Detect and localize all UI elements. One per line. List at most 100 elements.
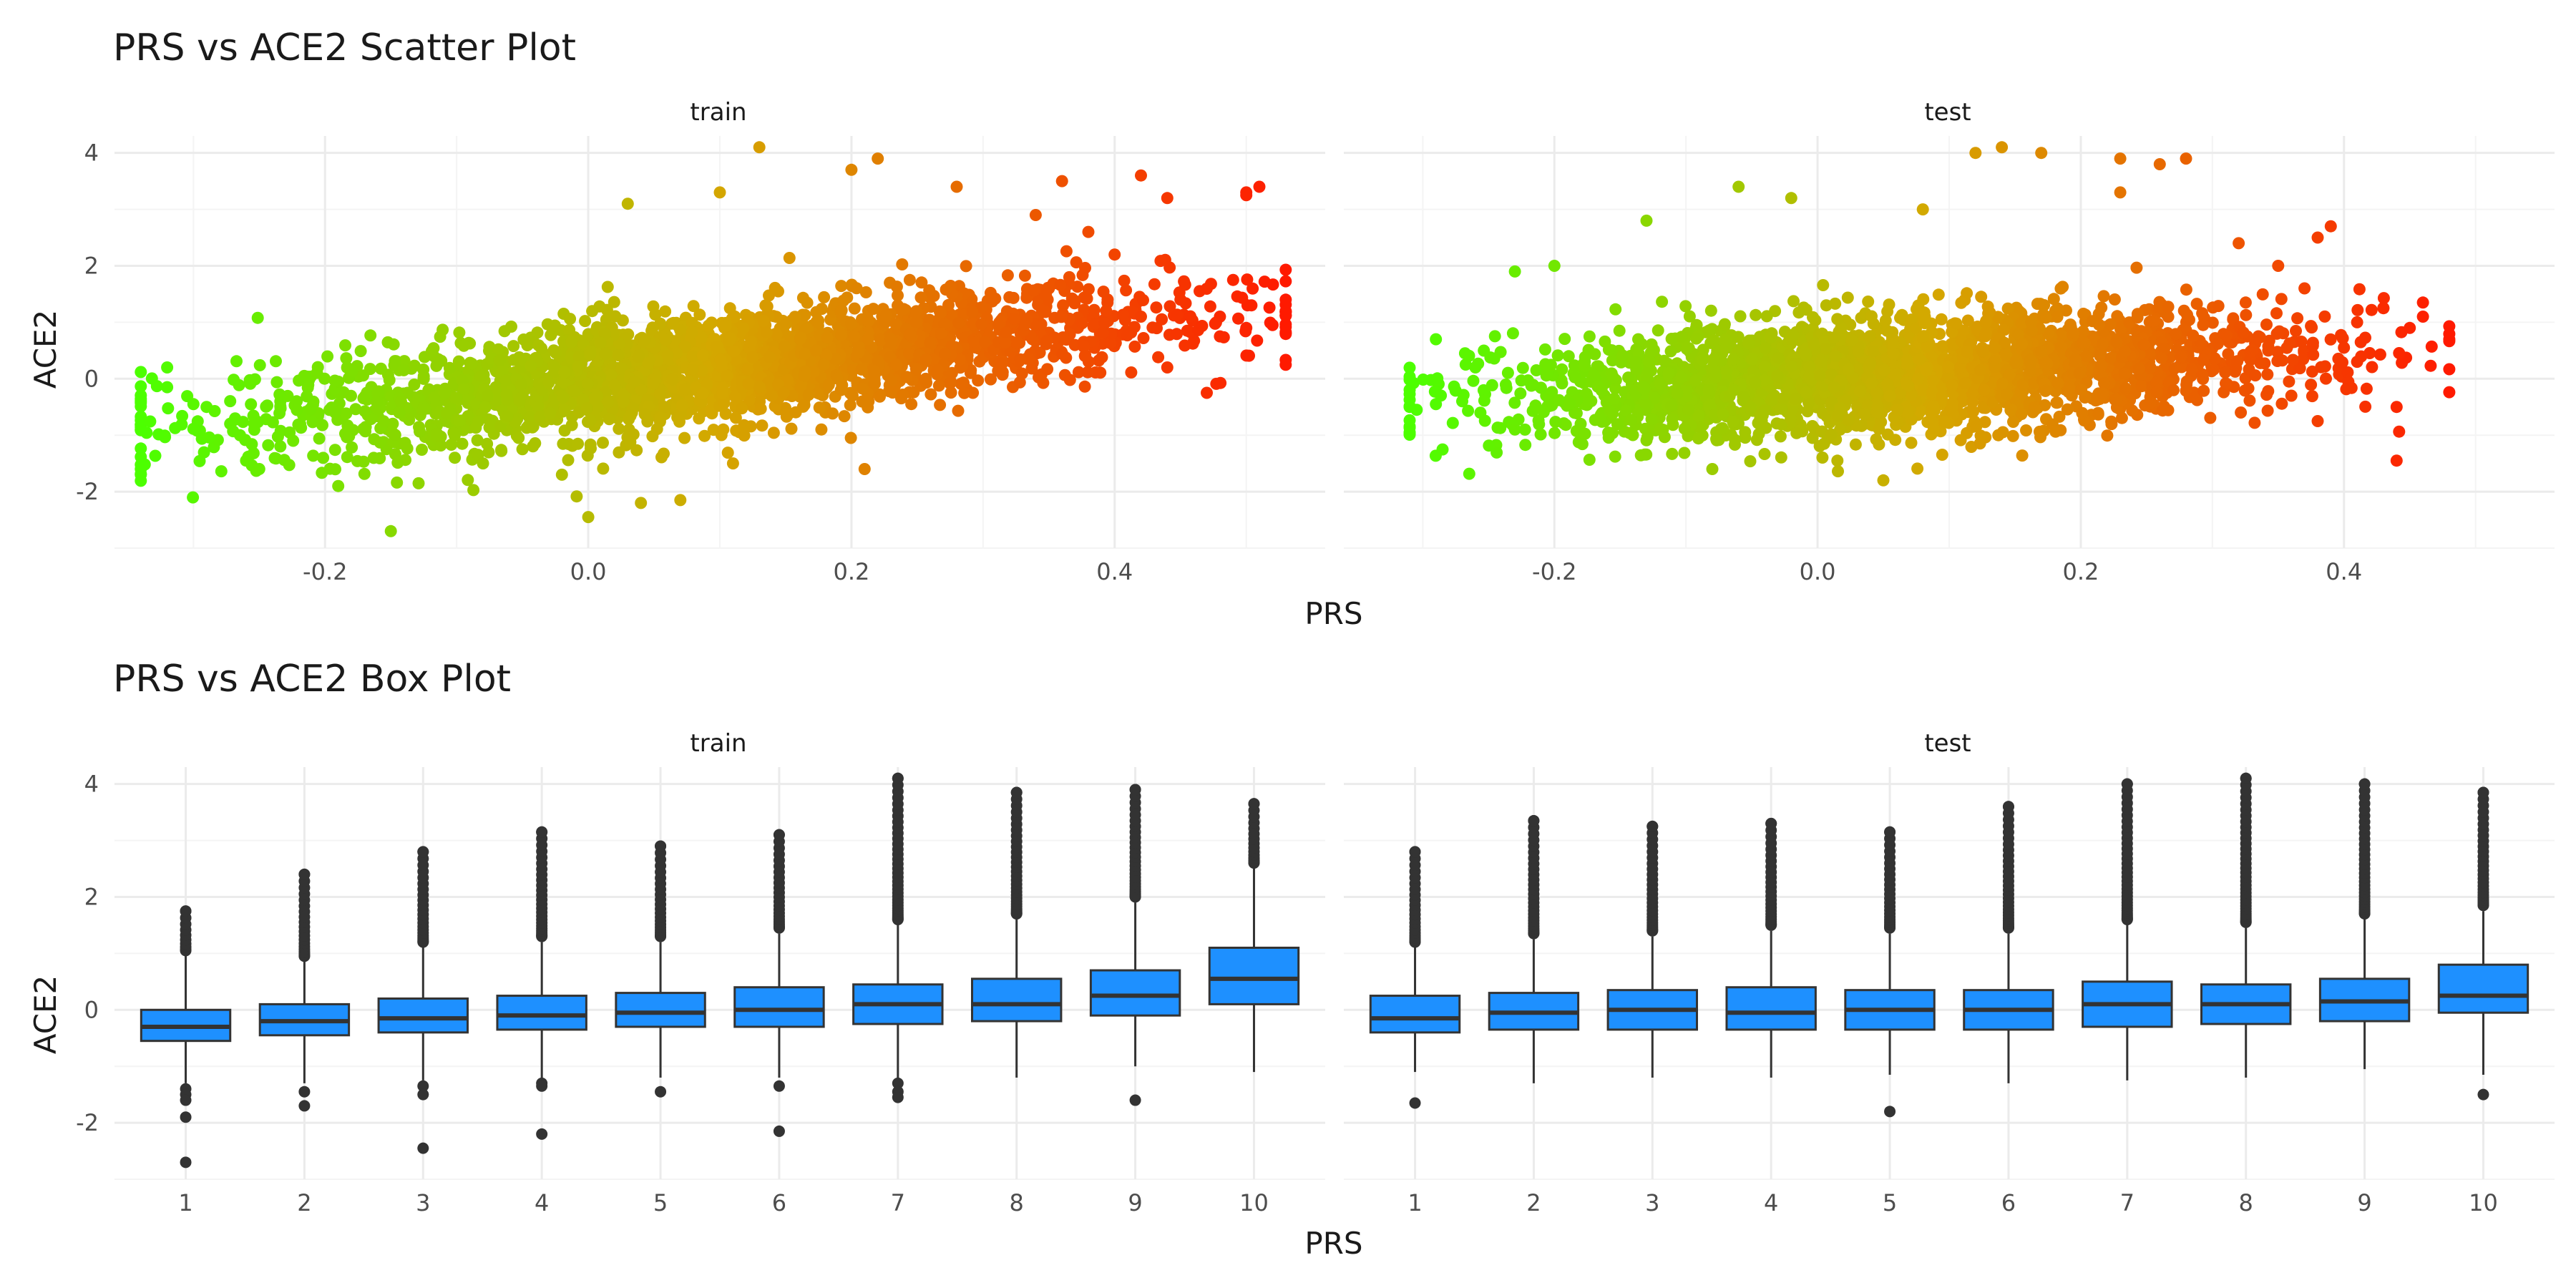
scatter-point [1467,374,1480,387]
scatter-point [2318,310,2331,323]
scatter-point [957,376,970,389]
scatter-point [526,421,539,434]
scatter-point [389,429,401,441]
scatter-point [798,369,811,382]
scatter-point [810,306,823,318]
scatter-point [1245,299,1258,312]
scatter-point [2092,406,2104,419]
scatter-point [2275,293,2288,306]
scatter-point [1200,283,1213,295]
scatter-point [789,311,801,323]
scatter-point [2249,369,2262,382]
scatter-point [923,284,936,297]
scatter-point [1817,279,1830,291]
scatter-point [1279,263,1292,276]
scatter-point [601,396,614,409]
scatter-point [1279,326,1292,338]
scatter-point [274,402,287,415]
scatter-point [550,346,562,359]
scatter-point [924,336,937,349]
scatter-point [1150,301,1163,314]
scatter-point [1040,288,1053,301]
scatter-point [717,423,730,436]
scatter-point [144,415,157,428]
scatter-point [2162,301,2175,313]
scatter-point [316,467,328,479]
scatter-point [757,314,770,327]
scatter-point [835,280,848,293]
scatter-point [1232,312,1244,325]
scatter-point [884,332,897,345]
scatter-point [501,410,514,423]
scatter-point [467,484,480,497]
scatter-point [915,276,928,289]
scatter-point [2306,390,2318,403]
scatter-point [135,442,147,455]
scatter-point [1831,313,1844,326]
scatter-point [966,306,979,318]
scatter-point [1640,434,1653,447]
scatter-point [313,432,326,445]
scatter-point [1226,273,1239,286]
scatter-point [904,328,917,341]
scatter-point [456,437,469,450]
scatter-point [2351,303,2364,316]
scatter-point [2291,312,2304,325]
scatter-point [386,417,399,430]
scatter-point [1558,333,1571,346]
scatter-point [1135,169,1147,182]
scatter-point [328,406,341,419]
scatter-point [1088,303,1101,316]
scatter-point [1446,416,1459,429]
scatter-point [1072,366,1085,379]
scatter-point [2262,340,2275,353]
scatter-point [2051,311,2064,323]
scatter-point [2393,347,2406,359]
scatter-point [240,454,253,467]
scatter-point [389,355,401,368]
scatter-point [867,303,879,316]
scatter-point [564,313,577,326]
scatter-point [2187,329,2200,342]
scatter-point [408,379,421,391]
scatter-point [872,152,884,165]
scatter-point [2305,379,2318,391]
scatter-point [1894,311,1906,324]
scatter-point [822,379,835,391]
scatter-point [1184,310,1196,323]
scatter-point [1018,318,1031,331]
scatter-point [1841,291,1854,304]
scatter-point [874,390,886,403]
scatter-point [224,395,237,408]
scatter-point [1613,324,1626,337]
scatter-point [1553,394,1566,406]
scatter-point [341,431,353,444]
scatter-point [984,286,997,299]
scatter-point [2341,366,2354,379]
scatter-point [1870,433,1883,446]
scatter-point [1862,296,1875,308]
scatter-point [1616,349,1629,362]
scatter-point [431,427,444,440]
scatter-strip-test: test [1924,98,1971,127]
scatter-point [2261,368,2274,381]
scatter-point [283,459,296,472]
scatter-point [2131,311,2144,324]
scatter-point [835,304,848,317]
scatter-point [944,377,957,390]
scatter-point [2275,397,2288,410]
scatter-point [1001,269,1014,282]
scatter-point [1775,451,1787,464]
scatter-point [2248,416,2261,429]
scatter-point [1055,311,1068,323]
scatter-point [1873,423,1885,435]
scatter-point [716,381,729,394]
scatter-point [253,358,266,371]
scatter-point [1478,344,1491,357]
scatter-point [696,387,709,400]
scatter-point [1403,374,1416,386]
scatter-point [2034,431,2046,444]
scatter-point [1734,310,1747,323]
scatter-point [801,296,814,309]
scatter-point [1436,443,1449,456]
